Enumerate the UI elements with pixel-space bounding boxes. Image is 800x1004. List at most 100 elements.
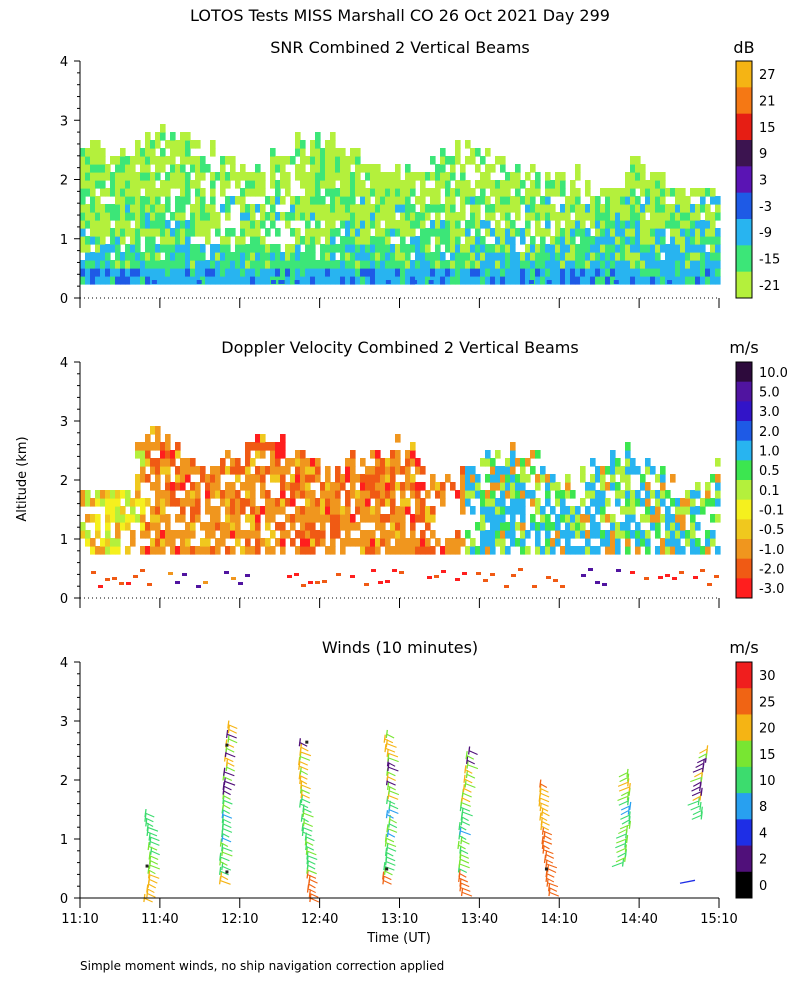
y-tick-label: 4 — [60, 356, 68, 371]
snr-colorbar-label: -21 — [759, 279, 780, 294]
panel-title-doppler: Doppler Velocity Combined 2 Vertical Bea… — [221, 338, 578, 357]
y-tick-label: 0 — [60, 592, 68, 607]
y-tick-label: 2 — [60, 474, 68, 489]
y-tick-label: 4 — [60, 656, 68, 671]
footnote: Simple moment winds, no ship navigation … — [80, 959, 444, 973]
snr-colorbar-swatch — [736, 219, 752, 246]
y-tick-label: 1 — [60, 233, 68, 248]
doppler-colorbar-swatch — [736, 421, 752, 442]
doppler-colorbar-swatch — [736, 499, 752, 520]
winds-colorbar-label: 30 — [759, 669, 776, 684]
y-tick-label: 4 — [60, 55, 68, 70]
snr-colorbar-swatch — [736, 192, 752, 220]
y-tick-label: 0 — [60, 292, 68, 307]
snr-colorbar-swatch — [736, 271, 752, 299]
snr-colorbar-swatch — [736, 166, 752, 194]
colorbar-unit-snr: dB — [733, 38, 754, 57]
winds-colorbar-label: 25 — [759, 695, 776, 710]
winds-colorbar-label: 15 — [759, 748, 776, 763]
x-tick-label: 14:40 — [620, 912, 657, 927]
doppler-colorbar-swatch — [736, 401, 752, 422]
y-tick-label: 1 — [60, 833, 68, 848]
winds-colorbar-swatch — [736, 845, 752, 873]
y-tick-label: 2 — [60, 174, 68, 189]
doppler-colorbar-label: 3.0 — [759, 405, 780, 420]
y-tick-label: 3 — [60, 715, 68, 730]
doppler-colorbar-swatch — [736, 539, 752, 560]
x-tick-label: 15:10 — [700, 912, 737, 927]
doppler-colorbar-label: 2.0 — [759, 425, 780, 440]
snr-colorbar-label: 27 — [759, 68, 776, 83]
winds-colorbar-swatch — [736, 819, 752, 846]
y-tick-label: 3 — [60, 114, 68, 129]
winds-colorbar-label: 8 — [759, 800, 767, 815]
doppler-colorbar-label: -0.5 — [759, 523, 784, 538]
snr-field — [80, 124, 721, 285]
page-title: LOTOS Tests MISS Marshall CO 26 Oct 2021… — [190, 6, 610, 25]
doppler-colorbar-label: -3.0 — [759, 582, 784, 597]
winds-colorbar-label: 0 — [759, 879, 767, 894]
doppler-colorbar-swatch — [736, 440, 752, 461]
winds-colorbar-swatch — [736, 793, 752, 820]
winds-colorbar-label: 10 — [759, 774, 776, 789]
y-tick-label: 3 — [60, 415, 68, 430]
snr-colorbar-label: 15 — [759, 121, 776, 136]
x-tick-label: 11:40 — [141, 912, 178, 927]
snr-colorbar-swatch — [736, 245, 752, 273]
winds-colorbar-swatch — [736, 662, 752, 689]
x-tick-label: 14:10 — [541, 912, 578, 927]
doppler-colorbar-swatch — [736, 578, 752, 599]
axes: 0 1 2 3 4 0 1 2 3 4 0 1 2 3 4 11:10 11:40 12:10 12:40 13:10… — [60, 55, 738, 927]
y-tick-label: 0 — [60, 892, 68, 907]
panel-title-snr: SNR Combined 2 Vertical Beams — [270, 38, 530, 57]
colorbar-unit-doppler: m/s — [729, 338, 758, 357]
y-tick-label: 2 — [60, 774, 68, 789]
snr-colorbar-label: -3 — [759, 200, 772, 215]
snr-colorbar-frame — [735, 60, 753, 299]
doppler-colorbar-label: -0.1 — [759, 504, 784, 519]
winds-colorbar-swatch — [736, 740, 752, 768]
winds-colorbar-label: 2 — [759, 853, 767, 868]
doppler-colorbar-label: 1.0 — [759, 445, 780, 460]
doppler-colorbar-label: 5.0 — [759, 386, 780, 401]
winds-colorbar-label: 4 — [759, 826, 767, 841]
colorbars: -21 -15 -9 -3 3 9 15 21 27 -3.0 -2.0 -1.0 -0.5 -0.1 0.… — [735, 60, 788, 899]
x-tick-label: 13:10 — [381, 912, 418, 927]
x-tick-label: 13:40 — [461, 912, 498, 927]
snr-colorbar-label: 9 — [759, 147, 767, 162]
colorbar-unit-winds: m/s — [729, 638, 758, 657]
doppler-colorbar-label: 0.5 — [759, 464, 780, 479]
doppler-colorbar-swatch — [736, 362, 752, 383]
doppler-colorbar-swatch — [736, 480, 752, 501]
doppler-colorbar-label: -2.0 — [759, 563, 784, 578]
panel-title-winds: Winds (10 minutes) — [322, 638, 478, 657]
x-tick-label: 11:10 — [61, 912, 98, 927]
snr-colorbar-swatch — [736, 61, 752, 88]
snr-colorbar-swatch — [736, 113, 752, 141]
snr-colorbar-label: 21 — [759, 95, 776, 110]
snr-colorbar-label: -15 — [759, 253, 780, 268]
doppler-field — [80, 426, 721, 588]
doppler-colorbar-swatch — [736, 558, 752, 579]
x-axis-label: Time (UT) — [366, 931, 431, 946]
snr-colorbar-label: -9 — [759, 226, 772, 241]
snr-colorbar-label: 3 — [759, 174, 767, 189]
winds-colorbar-frame — [735, 661, 753, 899]
winds-colorbar-swatch — [736, 766, 752, 794]
winds-colorbar-label: 20 — [759, 722, 776, 737]
y-axis-label: Altitude (km) — [15, 436, 30, 521]
x-tick-label: 12:40 — [301, 912, 338, 927]
doppler-colorbar-swatch — [736, 381, 752, 402]
doppler-colorbar-label: -1.0 — [759, 543, 784, 558]
y-tick-label: 1 — [60, 533, 68, 548]
doppler-colorbar-label: 0.1 — [759, 484, 780, 499]
snr-colorbar-swatch — [736, 140, 752, 167]
winds-colorbar-swatch — [736, 688, 752, 715]
doppler-colorbar-swatch — [736, 460, 752, 481]
winds-colorbar-swatch — [736, 714, 752, 742]
winds-colorbar-swatch — [736, 871, 752, 899]
x-tick-label: 12:10 — [221, 912, 258, 927]
doppler-colorbar-swatch — [736, 519, 752, 540]
doppler-colorbar-frame — [735, 361, 753, 599]
